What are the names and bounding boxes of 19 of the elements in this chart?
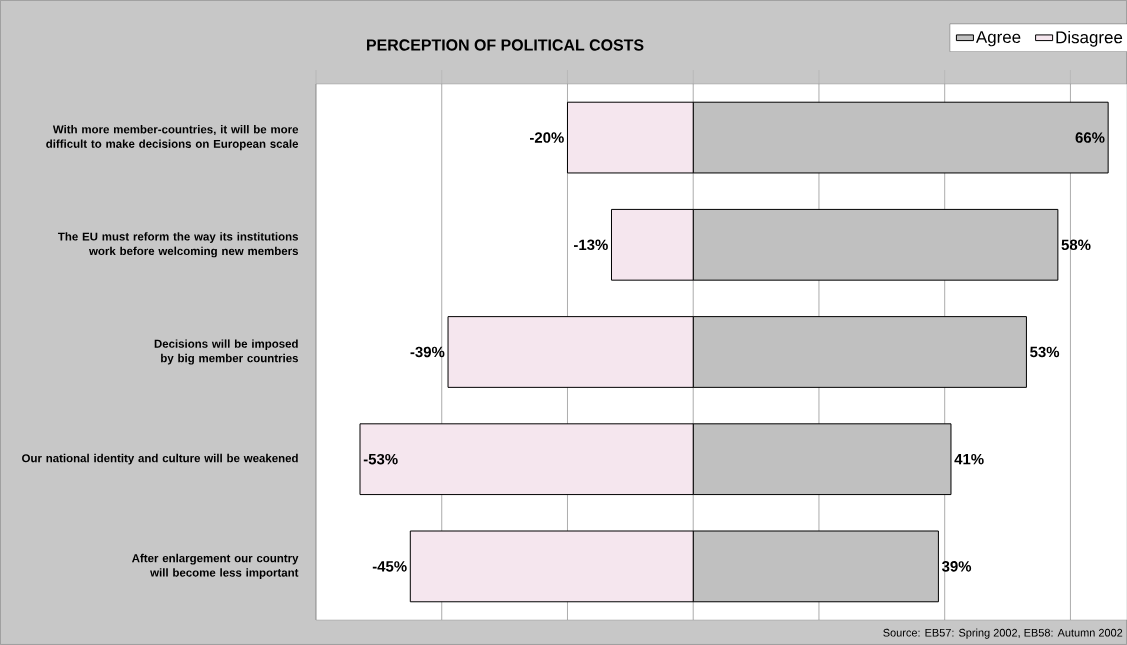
source-note: Source: EB57: Spring 2002, EB58: Autumn 2002	[883, 628, 1123, 639]
y-tick-label: The EU must reform the way its institutions work before welcoming new members	[57, 232, 299, 258]
data-label: -13%	[573, 239, 608, 251]
chart-title: PERCEPTION OF POLITICAL COSTS	[367, 39, 644, 51]
y-tick-label: Our national identity and culture will be weakened	[22, 453, 298, 465]
data-label: 58%	[1061, 239, 1091, 251]
data-label: -53%	[363, 453, 398, 465]
y-tick-label: With more member-countries, it will be more difficult to make decisions on European scale	[46, 125, 299, 151]
data-label: 66%	[1075, 132, 1105, 143]
y-tick-label: Decisions will be imposed by big member countries	[154, 339, 299, 365]
data-label: 39%	[941, 561, 972, 572]
legend-label: Agree	[975, 31, 1021, 47]
data-label: -39%	[410, 346, 445, 358]
legend-label: Disagree	[1056, 30, 1123, 47]
data-label: 53%	[1030, 346, 1060, 358]
data-label: -45%	[372, 561, 407, 572]
data-label: 41%	[954, 453, 984, 465]
data-label: -20%	[529, 132, 564, 143]
y-tick-label: After enlargement our country will become less important	[131, 553, 299, 579]
